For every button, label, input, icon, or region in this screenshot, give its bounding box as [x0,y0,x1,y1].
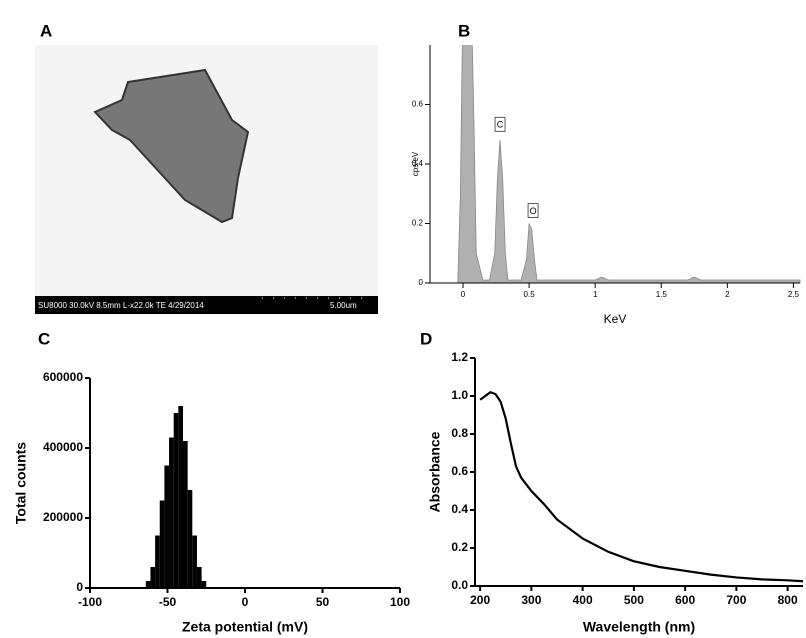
x-tick-label: 100 [390,595,410,609]
y-tick-label: 0.8 [451,426,468,440]
histogram-bar [150,567,156,588]
histogram-bar [192,535,197,588]
x-tick-label: 700 [726,593,746,607]
curve [479,390,804,583]
x-tick-label: 1 [593,290,598,299]
x-axis-label: KeV [604,312,627,326]
x-tick-label: -50 [159,595,177,609]
x-tick-label: -100 [78,595,102,609]
x-tick-label: 50 [316,595,330,609]
y-tick-label: 0.6 [412,100,424,109]
histogram-bar [164,465,170,588]
x-tick-label: 600 [675,593,695,607]
y-axis-label: Absorbance [427,431,443,512]
x-tick-label: 300 [521,593,541,607]
y-tick-label: 0.2 [451,540,468,554]
flake [93,68,250,224]
histogram-bar [173,413,179,588]
x-tick-label: 2.5 [788,290,800,299]
spectrum [457,45,801,284]
x-tick-label: 0 [242,595,249,609]
y-tick-label: 0.0 [451,578,468,592]
x-tick-label: 500 [624,593,644,607]
y-axis-label: cps/eV [411,151,420,176]
histogram-bar [196,567,202,588]
x-tick-label: 200 [470,593,490,607]
x-tick-label: 0.5 [524,290,536,299]
x-tick-label: 800 [778,593,798,607]
panel-label: C [38,329,50,348]
panel-label: B [458,21,470,40]
y-tick-label: 200000 [43,510,83,524]
y-tick-label: 0 [76,580,83,594]
info-bar [35,296,378,314]
y-tick-label: 0.4 [412,159,424,168]
y-tick-label: 0.4 [451,502,468,516]
histogram-bar [178,406,183,588]
y-tick-label: 1.2 [451,350,468,364]
y-tick-label: 0.2 [412,219,424,228]
histogram-bar [145,581,151,588]
y-tick-label: 600000 [43,370,83,384]
x-tick-label: 1.5 [656,290,668,299]
annotation: C [497,120,504,130]
x-tick-label: 2 [725,290,730,299]
annotation-box [527,203,539,219]
annotation-box [494,116,506,132]
histogram-bar [159,500,165,588]
annotation: O [530,206,537,216]
y-tick-label: 0 [419,278,424,287]
caption: SU8000 30.0kV 8.5mm L-x22.0k TE 4/29/201… [38,301,204,310]
histogram-bar [201,581,207,588]
histogram-bar [169,437,174,588]
y-axis-label: Total counts [13,442,29,524]
y-tick-label: 1.0 [451,388,468,402]
y-tick-label: 400000 [43,440,83,454]
scale-label: 5.00um [330,301,357,310]
panel-label: D [420,329,432,348]
histogram-bar [187,490,193,588]
histogram-bar [155,535,160,588]
x-axis-label: Wavelength (nm) [583,619,695,635]
panel-label: A [40,21,52,40]
x-axis-label: Zeta potential (mV) [182,619,308,635]
x-tick-label: 400 [573,593,593,607]
x-tick-label: 0 [461,290,466,299]
y-tick-label: 0.6 [451,464,468,478]
histogram-bar [183,441,188,588]
